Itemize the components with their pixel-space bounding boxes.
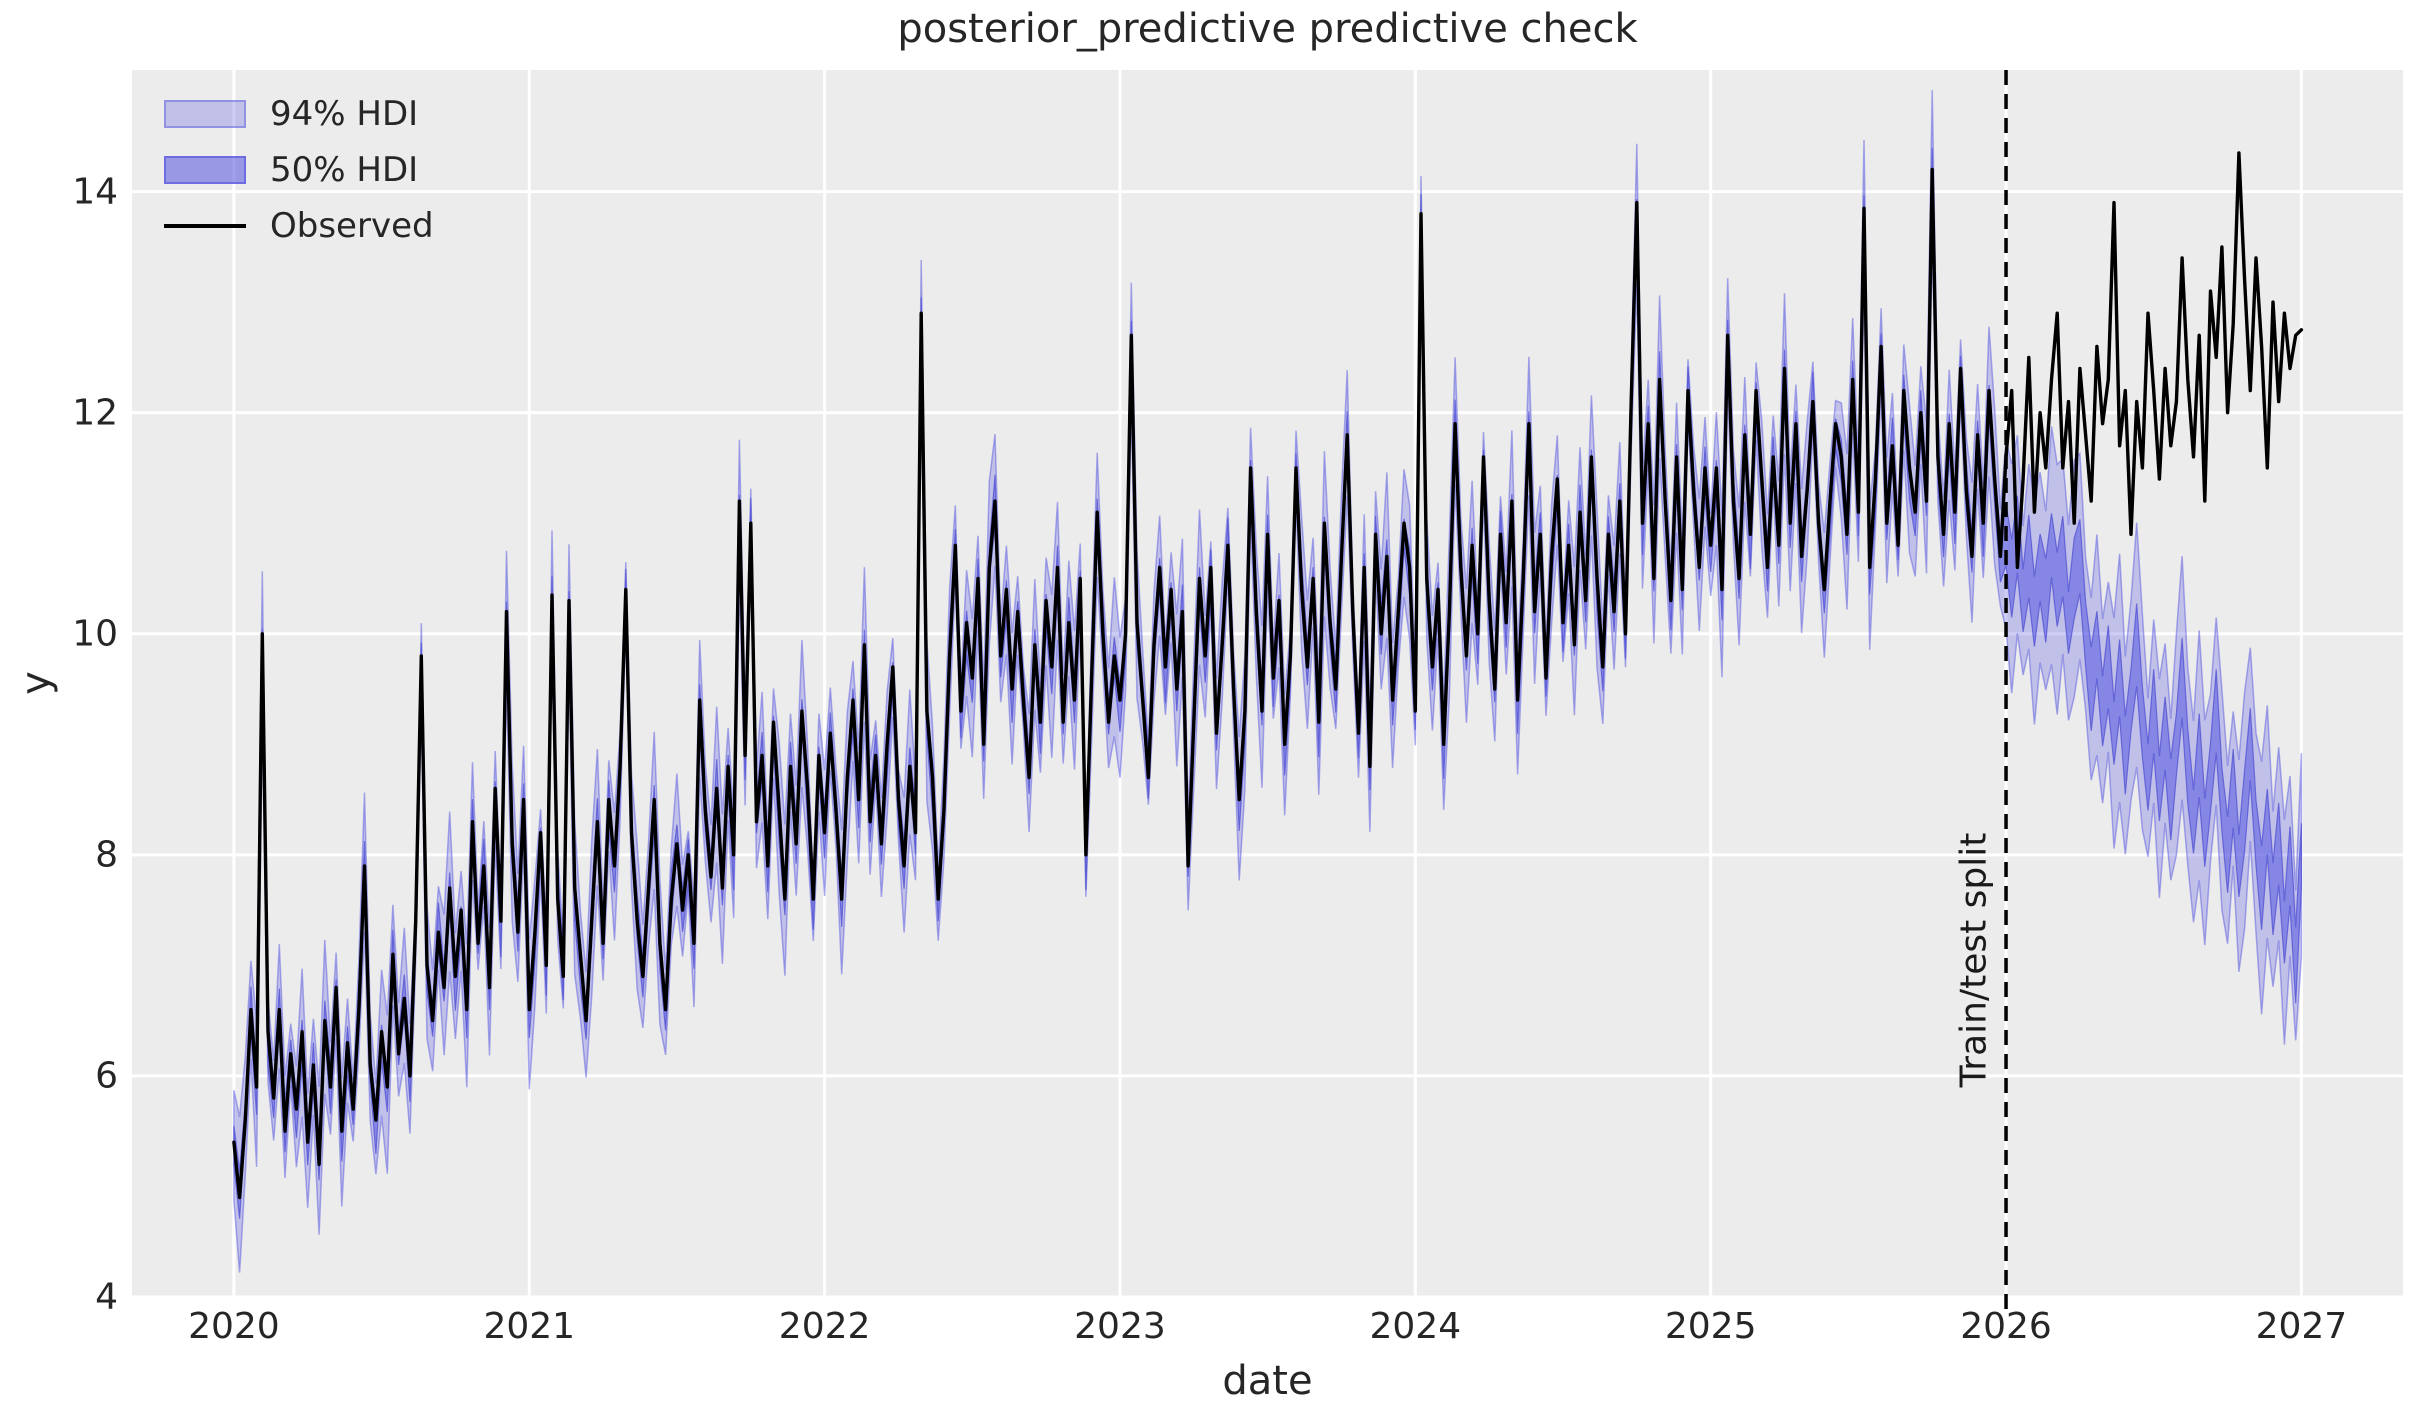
y-tick-label: 8 [95, 834, 118, 876]
x-axis-label: date [1222, 1358, 1313, 1404]
y-tick-label: 6 [95, 1055, 118, 1097]
legend-item-94-hdi: 94% HDI [164, 94, 434, 134]
legend-item-observed: Observed [164, 206, 434, 246]
legend-label-94-hdi: 94% HDI [270, 94, 419, 134]
train-test-split-label: Train/test split [1953, 832, 1995, 1088]
legend: 94% HDI 50% HDI Observed [164, 94, 434, 246]
x-tick-label: 2023 [1074, 1306, 1166, 1347]
chart-title: posterior_predictive predictive check [897, 6, 1638, 52]
y-tick-label: 10 [72, 613, 118, 655]
y-tick-label: 14 [72, 171, 118, 213]
x-tick-label: 2022 [778, 1306, 871, 1347]
x-tick-label: 2026 [1960, 1306, 2052, 1347]
hdi50-swatch-icon [164, 156, 246, 184]
x-tick-label: 2024 [1369, 1306, 1462, 1347]
y-tick-label: 12 [72, 392, 118, 434]
legend-label-50-hdi: 50% HDI [270, 150, 419, 190]
x-tick-label: 2020 [188, 1306, 280, 1347]
legend-label-observed: Observed [270, 206, 434, 246]
x-tick-label: 2025 [1664, 1306, 1757, 1347]
x-tick-label: 2021 [483, 1306, 576, 1347]
observed-line-swatch-icon [164, 224, 246, 228]
y-tick-label: 4 [95, 1276, 118, 1318]
y-axis-label: y [13, 671, 59, 695]
legend-item-50-hdi: 50% HDI [164, 150, 434, 190]
plot-background [132, 70, 2403, 1297]
observed-line [232, 151, 2304, 1200]
x-tick-label: 2027 [2255, 1306, 2348, 1347]
hdi94-swatch-icon [164, 100, 246, 128]
